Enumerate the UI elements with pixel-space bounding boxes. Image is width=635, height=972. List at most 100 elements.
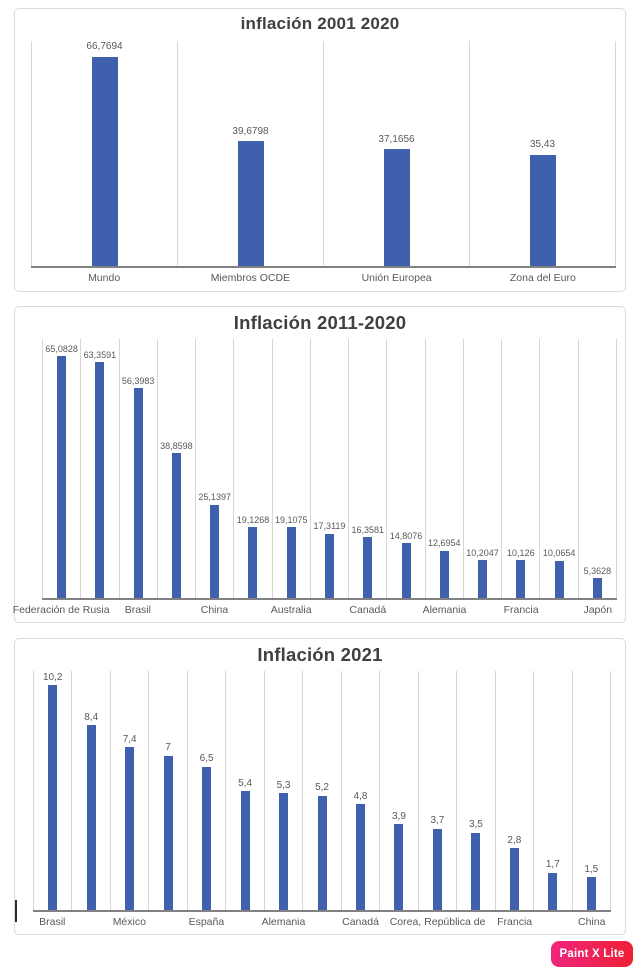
axis-cell [303,912,342,932]
axis-cell: Alemania [423,600,467,620]
bar [516,560,526,598]
bar [529,154,556,266]
axis-cell: Federación de Rusia [13,600,110,620]
plot-cell: 63,3591 [80,339,118,598]
plot-cell: 39,6798 [177,41,323,266]
axis-cell [534,912,573,932]
axis-cell [72,912,111,932]
category-label: Australia [270,604,312,616]
bar [401,542,411,598]
axis-labels: Mundo Miembros OCDE Unión Europea Zona del … [31,268,616,288]
category-label: China [200,604,229,616]
category-label: Alemania [261,916,306,928]
plot-cell: 7,4 [109,671,148,910]
category-label: Francia [503,604,539,616]
bar-value-label: 1,7 [545,859,560,871]
axis-cell: Mundo [31,268,177,288]
bar [48,685,58,910]
plot-cell: 19,1268 [233,339,271,598]
bar-value-label: 10,0654 [542,548,576,559]
axis-cell [157,600,195,620]
bar [163,755,173,910]
category-label: Japón [583,604,613,616]
axis-cell: Francia [502,600,540,620]
plot-wrap: 65,0828 63,3591 56,3983 38,8598 25,1397 19,12… [13,339,617,620]
paint-x-lite-watermark: Paint X Lite [551,941,633,967]
plot-cell: 10,2 [33,671,71,910]
axis-labels: Federación de Rusia Brasil China Australia C… [13,600,617,620]
bar-value-label: 4,8 [353,790,368,802]
bar [586,877,596,910]
category-label: Alemania [422,604,467,616]
bar [248,526,258,598]
bar [439,550,449,598]
bar [279,793,289,910]
chart-inflacion-2001-2020: inflación 2001 2020 66,7694 39,6798 37,165… [14,8,626,292]
plot-cell: 7 [148,671,186,910]
category-label: Corea, República de [389,916,486,928]
axis-cell [234,600,272,620]
bar [432,828,442,910]
plot-cell: 66,7694 [31,41,177,266]
bar-value-label: 3,7 [430,815,445,827]
axis-cell: China [572,912,611,932]
chart-title: Inflación 2021 [257,644,383,665]
axis-cell [540,600,578,620]
category-label: México [112,916,146,928]
plot-cell: 16,3581 [348,339,386,598]
bar-value-label: 2,8 [507,834,522,846]
plot-cell: 3,9 [379,671,417,910]
bar-value-label: 5,2 [315,782,329,794]
category-label: Zona del Euro [509,272,576,284]
category-label: Canadá [342,916,379,928]
plot-cell: 10,2047 [462,339,501,598]
axis-cell [80,600,118,620]
plot-cell: 1,5 [571,671,612,910]
chart-inflacion-2021: Inflación 2021 10,2 8,4 7,4 7 6,5 5,4 5,3 5,2 4,… [14,638,626,935]
category-label: Brasil [39,916,66,928]
category-label: Miembros OCDE [210,272,291,284]
axis-labels: Brasil México España Alemania Canadá Corea, R… [33,912,611,932]
bar-value-label: 5,3628 [583,565,612,576]
axis-cell: Canadá [349,600,387,620]
bar [202,766,212,910]
plot-cell: 1,7 [533,671,571,910]
bar-value-label: 14,8076 [389,530,423,541]
bar-value-label: 19,1268 [236,514,270,525]
axis-cell: Japón [579,600,617,620]
axis-cell: Zona del Euro [470,268,616,288]
axis-cell [149,912,188,932]
axis-cell: China [195,600,233,620]
bar-value-label: 63,3591 [83,350,117,361]
bar-value-label: 12,6954 [428,538,461,549]
bar-value-label: 56,3983 [121,375,155,386]
bar-value-label: 35,43 [529,139,556,151]
bar [554,560,564,598]
bar [86,725,96,910]
plot-cell: 5,4 [225,671,263,910]
category-label: Unión Europea [361,272,432,284]
axis-cell: Australia [270,600,312,620]
bar [509,848,519,910]
axis-cell [310,600,348,620]
plot-cell: 10,0654 [539,339,577,598]
axis-cell: España [187,912,226,932]
bar [210,504,220,598]
plot-cell: 25,1397 [195,339,233,598]
bar-value-label: 1,5 [584,863,599,875]
plot-cell: 2,8 [494,671,533,910]
plot-area: 65,0828 63,3591 56,3983 38,8598 25,1397 19,12… [42,339,617,600]
bar [548,872,558,910]
bar [478,560,488,598]
plot-cell: 12,6954 [424,339,463,598]
plot-area: 66,7694 39,6798 37,1656 35,43 [31,41,616,268]
bar-value-label: 19,1075 [274,514,308,525]
bar-value-label: 16,3581 [351,524,385,535]
bar [133,388,143,598]
axis-cell: Brasil [33,912,72,932]
plot-cell: 65,0828 [42,339,80,598]
bar [355,804,365,910]
bar-value-label: 25,1397 [198,492,231,503]
bar [95,362,105,598]
axis-cell: Francia [495,912,534,932]
